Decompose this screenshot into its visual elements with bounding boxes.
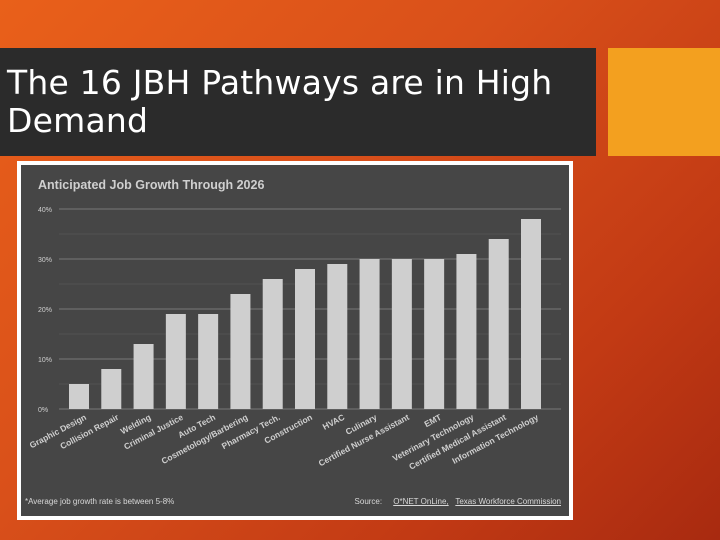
bar-chart: Anticipated Job Growth Through 2026 0% 10… (28, 178, 561, 472)
title-bar: The 16 JBH Pathways are in High Demand (0, 48, 596, 156)
bar (165, 314, 186, 409)
chart-bars (69, 219, 541, 409)
accent-box (608, 48, 720, 156)
chart-frame: Anticipated Job Growth Through 2026 0% 10… (17, 161, 573, 520)
bar (424, 259, 445, 409)
bar (133, 344, 154, 409)
chart-panel: Anticipated Job Growth Through 2026 0% 10… (21, 165, 569, 516)
y-tick-label: 0% (38, 407, 48, 414)
bar (101, 369, 122, 409)
bar (359, 259, 380, 409)
y-axis-tick-labels: 0% 10% 20% 30% 40% (38, 207, 52, 414)
bar (488, 239, 509, 409)
y-tick-label: 20% (38, 307, 52, 314)
bar (327, 264, 348, 409)
bar (230, 294, 251, 409)
slide-title: The 16 JBH Pathways are in High Demand (7, 63, 553, 140)
source-link-onet[interactable]: O*NET OnLine, (393, 497, 449, 506)
x-tick-label: HVAC (321, 412, 346, 432)
bar (521, 219, 541, 409)
x-tick-label: EMT (423, 412, 444, 430)
chart-title: Anticipated Job Growth Through 2026 (38, 178, 264, 192)
bar (456, 254, 477, 409)
y-tick-label: 30% (38, 257, 52, 264)
bar (295, 269, 315, 409)
source-line: Source: O*NET OnLine, Texas Workforce Co… (355, 497, 561, 506)
source-label: Source: (354, 497, 383, 506)
y-tick-label: 40% (38, 207, 52, 214)
source-link-twc[interactable]: Texas Workforce Commission (455, 497, 561, 506)
bar (262, 279, 283, 409)
footnote: *Average job growth rate is between 5-8% (25, 497, 175, 506)
bar (69, 384, 89, 409)
bar (391, 259, 412, 409)
y-tick-label: 10% (38, 357, 52, 364)
bar (198, 314, 219, 409)
